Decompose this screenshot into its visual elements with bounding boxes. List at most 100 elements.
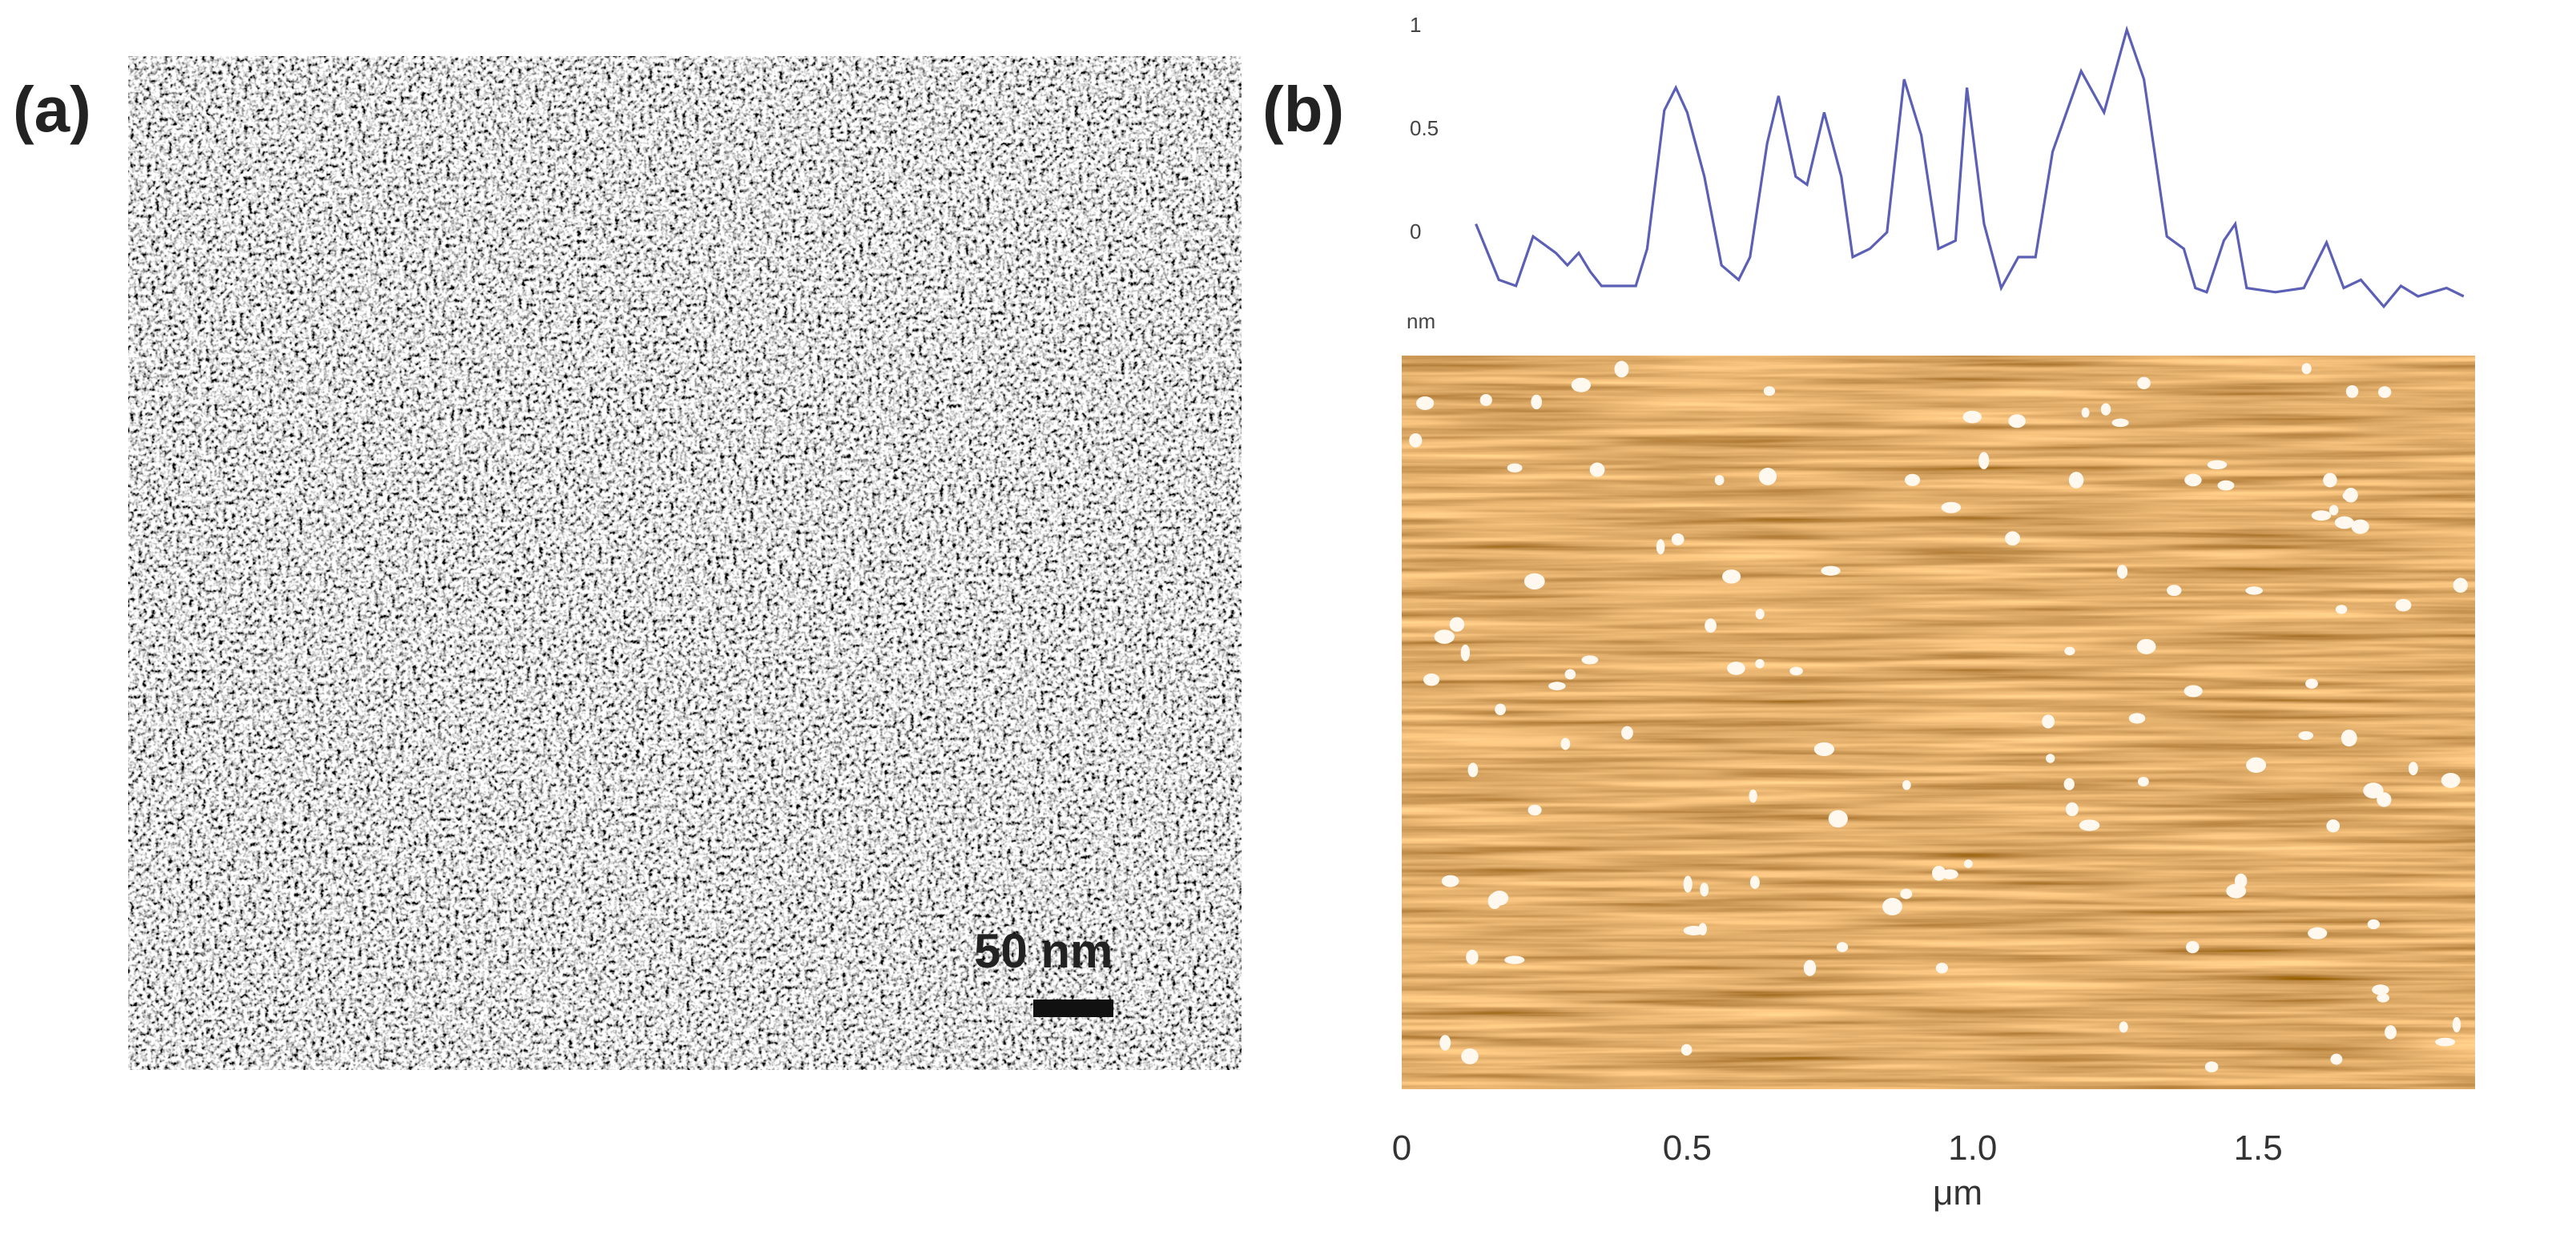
particle xyxy=(1900,888,1913,899)
particle xyxy=(1821,565,1841,576)
particle xyxy=(1416,396,1435,410)
particle xyxy=(2136,638,2156,654)
particle xyxy=(1423,673,1440,686)
particle xyxy=(2068,472,2084,489)
particle xyxy=(1461,1048,1479,1064)
particle xyxy=(1714,475,1725,485)
particle xyxy=(2245,586,2264,595)
particle xyxy=(2372,984,2389,996)
particle xyxy=(2005,531,2021,546)
particle xyxy=(2334,516,2354,529)
particle xyxy=(2311,510,2332,521)
particle xyxy=(1683,875,1693,893)
x-tick-label: 0.5 xyxy=(1663,1128,1712,1168)
particle xyxy=(2116,565,2128,579)
particle xyxy=(1700,883,1709,897)
particle xyxy=(2452,1016,2461,1033)
tem-image xyxy=(128,56,1242,1070)
particle xyxy=(1941,501,1962,513)
particle xyxy=(2167,585,2182,597)
particle xyxy=(1828,810,1848,828)
particle xyxy=(2341,729,2357,747)
particle xyxy=(1466,949,1479,965)
particle xyxy=(1479,394,1492,406)
particle xyxy=(2065,802,2079,817)
particle xyxy=(1755,609,1765,620)
particle xyxy=(2435,1037,2456,1047)
afm-particles xyxy=(1409,360,2469,1073)
particle xyxy=(2119,1021,2128,1033)
particle xyxy=(2308,927,2328,939)
particle xyxy=(2323,473,2337,488)
particle xyxy=(1504,955,1525,964)
particle xyxy=(1560,738,1571,750)
y-tick-label: 0.5 xyxy=(1410,116,1439,140)
particle xyxy=(2377,993,2389,1003)
particle xyxy=(2184,473,2202,487)
particle xyxy=(2378,386,2392,398)
particle xyxy=(1902,780,1911,790)
particle xyxy=(2063,778,2075,790)
particle xyxy=(1656,539,1665,555)
particle xyxy=(1727,662,1745,675)
particle xyxy=(1705,618,1717,633)
particle xyxy=(1439,1035,1451,1051)
particle xyxy=(2395,598,2412,612)
particle xyxy=(1758,468,1777,485)
particle xyxy=(1755,658,1765,669)
particle xyxy=(1441,875,1459,887)
y-axis-label: nm xyxy=(1407,309,1435,333)
particle xyxy=(2234,873,2248,889)
particle xyxy=(2186,940,2200,954)
particle xyxy=(2335,605,2348,614)
particle xyxy=(1789,666,1803,676)
particle xyxy=(2204,1061,2219,1073)
y-tick-label: 1 xyxy=(1410,13,1421,37)
particle xyxy=(1680,1044,1693,1056)
particle xyxy=(1763,386,1776,396)
particle xyxy=(2344,488,2358,503)
particle xyxy=(1978,452,1990,469)
x-axis-label: μm xyxy=(1933,1173,1982,1213)
particle xyxy=(1836,942,1849,952)
particle xyxy=(1523,573,1545,590)
particle xyxy=(2367,919,2381,930)
particle xyxy=(2207,460,2228,469)
particle xyxy=(1581,655,1599,665)
particle xyxy=(2305,678,2318,689)
particle xyxy=(1749,875,1760,889)
particle xyxy=(2042,714,2055,729)
particle xyxy=(2008,414,2027,428)
panel-label: (a) xyxy=(13,74,91,145)
particle xyxy=(1548,682,1566,690)
panel-label: (b) xyxy=(1262,74,1344,145)
x-tick-label: 0 xyxy=(1392,1128,1411,1168)
particle xyxy=(2246,757,2267,773)
particle xyxy=(2385,1025,2397,1040)
particle xyxy=(1449,617,1465,632)
x-tick-label: 1.5 xyxy=(2234,1128,2283,1168)
particle xyxy=(2328,505,2339,516)
particle xyxy=(2345,384,2359,398)
particle xyxy=(1963,859,1973,868)
particle xyxy=(1434,630,1455,644)
particle xyxy=(1614,360,1629,378)
particle xyxy=(1931,866,1946,881)
particle xyxy=(2441,772,2461,788)
particle xyxy=(1698,923,1707,935)
particle xyxy=(2128,713,2146,724)
particle xyxy=(2363,782,2384,798)
particle xyxy=(2064,646,2075,656)
particle xyxy=(2081,407,2090,418)
particle xyxy=(1621,726,1633,740)
particle xyxy=(1882,898,1902,915)
scale-bar-label: 50 nm xyxy=(974,924,1113,978)
particle xyxy=(2100,403,2111,416)
particle xyxy=(2351,519,2369,534)
particle xyxy=(1409,433,1423,448)
particle xyxy=(1564,669,1576,680)
x-tick-label: 1.0 xyxy=(1948,1128,1997,1168)
particle xyxy=(1460,644,1471,662)
particle xyxy=(1495,703,1507,716)
